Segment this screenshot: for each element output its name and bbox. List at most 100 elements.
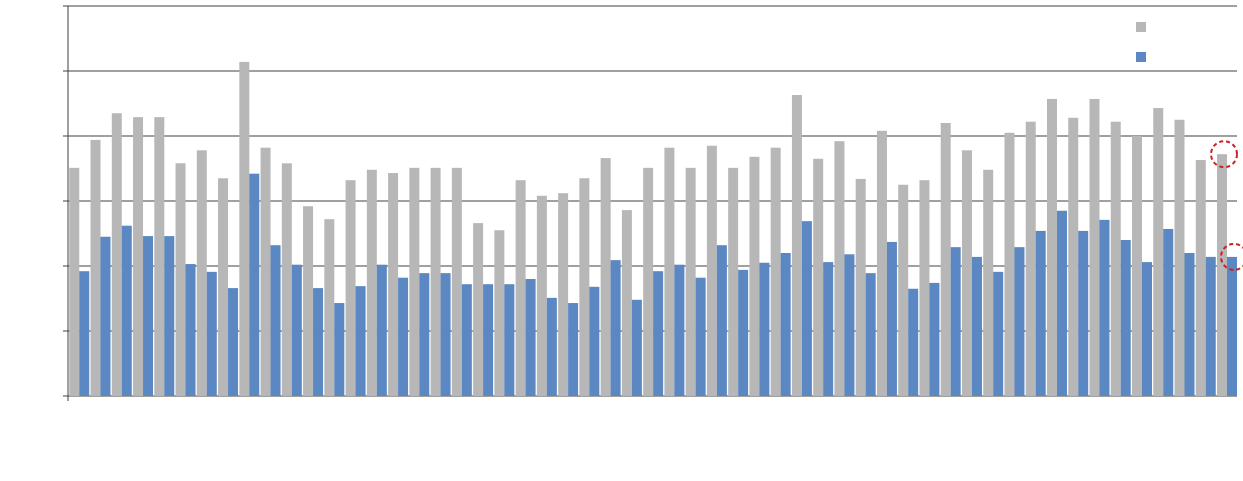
bar: [154, 117, 165, 397]
bar: [898, 184, 909, 396]
bar: [143, 236, 154, 396]
bar: [196, 150, 207, 396]
bar: [1099, 219, 1110, 396]
bar: [716, 245, 727, 396]
bar: [1163, 228, 1174, 396]
bar: [865, 273, 876, 396]
bar: [345, 180, 356, 396]
bar: [1205, 256, 1216, 396]
bar: [546, 297, 557, 396]
bar: [791, 95, 802, 397]
bar: [111, 113, 122, 396]
bar: [579, 178, 590, 396]
bar: [971, 256, 982, 396]
bar: [228, 288, 239, 396]
bar: [823, 262, 834, 396]
bar: [494, 230, 505, 396]
bar: [844, 254, 855, 396]
bar: [419, 273, 430, 396]
bar: [1014, 247, 1025, 396]
bar: [409, 167, 420, 396]
bar: [334, 303, 345, 396]
bar: [1004, 132, 1015, 396]
bar: [908, 288, 919, 396]
bar: [218, 178, 229, 396]
bar: [950, 247, 961, 396]
bar: [175, 163, 186, 396]
bar: [1217, 154, 1228, 396]
bar: [621, 210, 632, 396]
bar: [451, 167, 462, 396]
bar: [886, 241, 897, 396]
bar: [961, 150, 972, 396]
bar: [388, 173, 399, 396]
bar: [1110, 121, 1121, 396]
bar: [855, 178, 866, 396]
bar: [631, 299, 642, 396]
bar: [69, 167, 80, 396]
legend-marker: [1136, 52, 1146, 62]
bar: [1120, 240, 1131, 396]
bar: [291, 264, 302, 396]
bar: [515, 180, 526, 396]
bar: [813, 158, 824, 396]
bar: [398, 277, 409, 396]
bar: [483, 284, 494, 396]
bar: [303, 206, 314, 396]
bar: [600, 158, 611, 396]
bar: [121, 225, 132, 396]
bar: [79, 271, 90, 396]
bar: [728, 167, 739, 396]
bar: [461, 284, 472, 396]
bar: [653, 271, 664, 396]
bar: [281, 163, 292, 396]
bar: [589, 286, 600, 396]
bar: [749, 156, 760, 396]
bar: [929, 282, 940, 396]
bar: [366, 169, 377, 396]
bar: [430, 167, 441, 396]
bar: [706, 145, 717, 396]
bar: [324, 219, 335, 396]
bar: [940, 123, 951, 396]
bar: [643, 167, 654, 396]
bar: [664, 147, 675, 396]
bar: [100, 236, 111, 396]
bar: [1174, 119, 1185, 396]
bar: [239, 61, 250, 397]
bar: [695, 277, 706, 396]
bar: [674, 264, 685, 396]
bar: [919, 180, 930, 396]
bar: [90, 139, 101, 396]
bar: [801, 221, 812, 396]
bar: [780, 253, 791, 396]
bar: [313, 288, 324, 396]
bar: [568, 303, 579, 396]
bar: [1184, 253, 1195, 396]
bar: [1153, 108, 1164, 397]
bar: [983, 169, 994, 396]
bar: [1089, 98, 1100, 396]
bar: [1227, 256, 1237, 396]
bar: [1195, 160, 1206, 396]
bar: [185, 264, 196, 396]
bar: [504, 284, 515, 396]
bar: [133, 117, 144, 397]
bar: [1035, 230, 1046, 396]
bar: [1025, 121, 1036, 396]
bar: [473, 223, 484, 396]
bar: [206, 271, 217, 396]
bar: [876, 130, 887, 397]
bar: [376, 264, 387, 396]
bar: [1046, 98, 1057, 396]
bar: [355, 286, 366, 396]
bar: [738, 269, 749, 396]
bar: [759, 262, 770, 396]
bar: [249, 173, 260, 396]
bar: [270, 245, 281, 396]
bar: [525, 279, 536, 396]
legend-marker: [1136, 22, 1146, 32]
bar: [770, 147, 781, 396]
bar: [1132, 136, 1142, 396]
